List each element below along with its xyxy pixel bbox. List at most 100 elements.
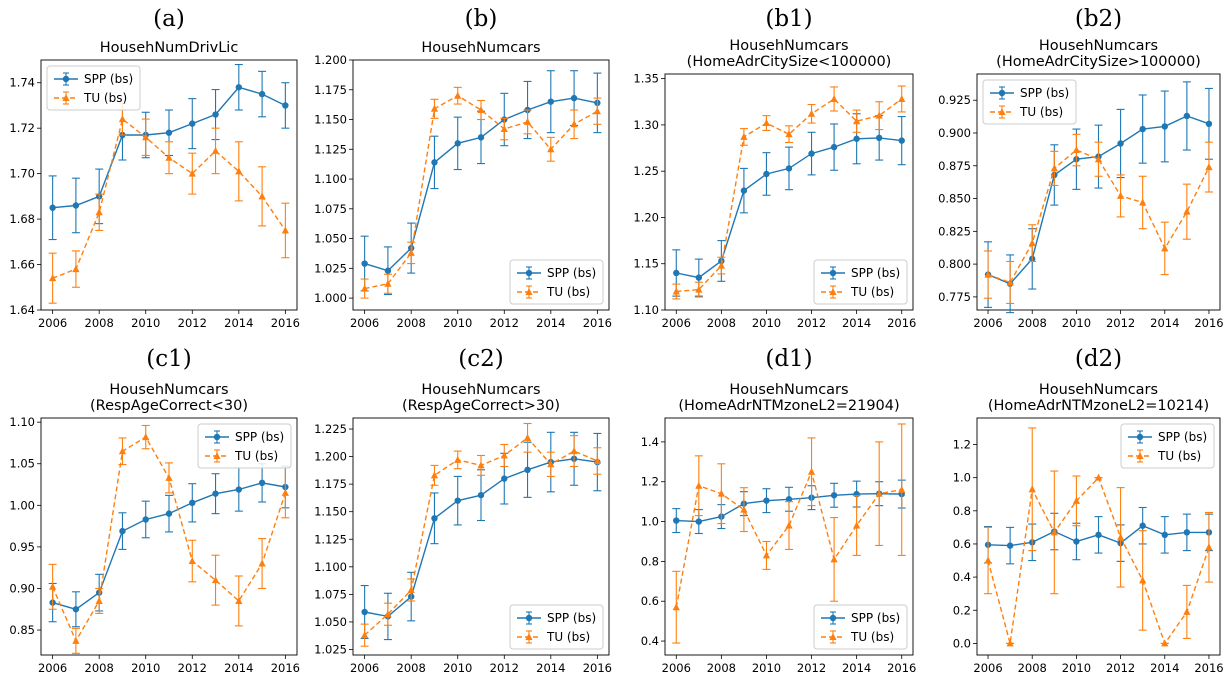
y-tick-label: 1.70: [9, 167, 35, 181]
data-point: [717, 261, 725, 269]
x-tick-label: 2012: [178, 661, 207, 675]
y-tick-label: 0.875: [938, 159, 971, 173]
data-point: [235, 596, 243, 604]
x-tick-label: 2012: [1106, 316, 1135, 330]
y-tick-label: 1.25: [633, 164, 659, 178]
data-point: [1006, 639, 1014, 647]
y-tick-label: 0.2: [953, 603, 971, 617]
legend: SPP (bs) TU (bs): [1120, 423, 1215, 469]
x-tick-label: 2014: [536, 661, 565, 675]
panel-label: (c2): [458, 346, 503, 372]
data-point: [1183, 207, 1191, 215]
data-point: [547, 460, 555, 468]
data-point: [1028, 239, 1036, 247]
data-point: [762, 119, 771, 127]
data-point: [454, 91, 462, 99]
data-point: [500, 451, 508, 459]
legend: SPP (bs) TU (bs): [46, 65, 141, 111]
legend-label: TU (bs): [1157, 449, 1201, 463]
legend-label: TU (bs): [850, 285, 894, 299]
x-tick-label: 2014: [536, 316, 565, 330]
data-point: [1161, 123, 1168, 130]
legend: SPP (bs) TU (bs): [813, 259, 908, 305]
y-tick-label: 1.0: [953, 471, 971, 485]
panel-b2: (b2) HousehNumcars(HomeAdrCitySize>100000…: [938, 6, 1224, 330]
data-point: [95, 208, 103, 216]
y-tick-label: 0.900: [938, 126, 971, 140]
x-tick-label: 2006: [38, 661, 67, 675]
axes-frame: [664, 417, 914, 656]
y-tick-label: 1.20: [633, 210, 659, 224]
data-point: [875, 111, 883, 119]
data-point: [500, 125, 508, 133]
y-tick-label: 1.075: [314, 587, 347, 601]
data-point: [695, 518, 703, 525]
data-point: [1161, 639, 1169, 647]
data-point: [807, 467, 816, 475]
legend-label: SPP (bs): [84, 72, 133, 86]
data-point: [189, 499, 196, 507]
x-tick-label: 2006: [662, 661, 691, 675]
data-point: [673, 517, 680, 524]
data-point: [72, 636, 80, 644]
data-point: [1116, 533, 1125, 541]
data-point: [740, 187, 748, 194]
data-point: [1139, 576, 1147, 584]
data-point: [740, 132, 748, 140]
panel-title: (HomeAdrNTMzoneL2=10214): [988, 398, 1209, 414]
data-point: [49, 582, 57, 590]
legend-marker: [829, 614, 837, 622]
data-point: [235, 84, 243, 91]
panel-title: HousehNumcars: [729, 382, 848, 398]
data-point: [118, 115, 127, 123]
axes-frame: [976, 417, 1221, 656]
x-tick-label: 2010: [443, 316, 472, 330]
y-tick-label: 1.15: [633, 257, 659, 271]
y-tick-label: 1.66: [9, 258, 35, 272]
legend-box: [982, 79, 1077, 125]
legend: SPP (bs) TU (bs): [197, 423, 292, 469]
data-point: [875, 134, 883, 142]
legend: SPP (bs) TU (bs): [509, 259, 604, 305]
data-point: [593, 456, 601, 464]
y-tick-label: 1.125: [314, 142, 347, 156]
legend-marker: [998, 108, 1006, 115]
data-point: [740, 505, 748, 513]
data-point: [281, 488, 289, 496]
data-point: [430, 471, 439, 479]
data-point: [808, 150, 815, 157]
panel-title: (HomeAdrCitySize<100000): [687, 54, 892, 70]
x-tick-label: 2006: [662, 316, 691, 330]
panel-title: (RespAgeCorrect<30): [90, 398, 248, 414]
data-point: [431, 515, 438, 522]
panel-title: (RespAgeCorrect>30): [402, 398, 560, 414]
legend-box: [509, 604, 604, 650]
y-tick-label: 0.6: [953, 537, 971, 551]
data-point: [258, 559, 266, 567]
legend-label: SPP (bs): [1158, 430, 1207, 444]
legend-label: TU (bs): [546, 285, 590, 299]
data-point: [165, 473, 173, 481]
data-point: [454, 497, 461, 504]
x-tick-label: 2010: [131, 661, 160, 675]
y-tick-label: 1.025: [314, 642, 347, 656]
x-tick-label: 2016: [271, 661, 300, 675]
legend-marker: [829, 633, 837, 640]
data-point: [454, 140, 461, 147]
axes-frame: [352, 59, 610, 311]
y-tick-label: 1.150: [314, 113, 347, 127]
x-tick-label: 2010: [443, 661, 472, 675]
data-point: [1139, 125, 1146, 133]
x-tick-label: 2014: [224, 316, 253, 330]
data-point: [235, 167, 243, 175]
legend-label: TU (bs): [546, 630, 590, 644]
data-point: [1072, 146, 1081, 154]
x-tick-label: 2008: [397, 316, 426, 330]
series-tu: [360, 422, 602, 647]
x-tick-label: 2012: [1106, 661, 1135, 675]
legend-marker: [1136, 433, 1144, 441]
legend-box: [1120, 423, 1215, 469]
data-point: [49, 204, 56, 211]
data-point: [384, 267, 392, 274]
